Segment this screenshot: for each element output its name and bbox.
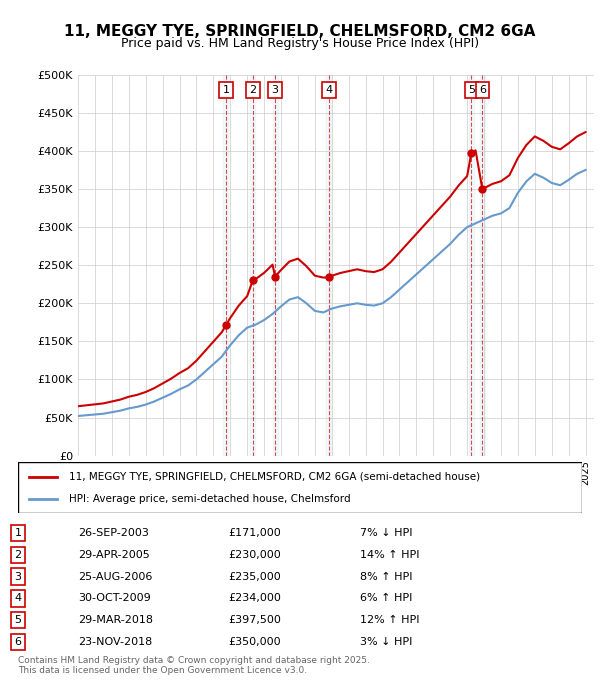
Bar bbox=[272, 75, 278, 456]
Text: Contains HM Land Registry data © Crown copyright and database right 2025.: Contains HM Land Registry data © Crown c… bbox=[18, 656, 370, 665]
Text: 4: 4 bbox=[325, 85, 332, 95]
Text: 3% ↓ HPI: 3% ↓ HPI bbox=[360, 637, 412, 647]
Text: 11, MEGGY TYE, SPRINGFIELD, CHELMSFORD, CM2 6GA (semi-detached house): 11, MEGGY TYE, SPRINGFIELD, CHELMSFORD, … bbox=[69, 472, 480, 481]
Text: 2: 2 bbox=[249, 85, 256, 95]
Text: 30-OCT-2009: 30-OCT-2009 bbox=[78, 594, 151, 603]
Text: £171,000: £171,000 bbox=[228, 528, 281, 538]
Text: 6: 6 bbox=[14, 637, 22, 647]
Text: HPI: Average price, semi-detached house, Chelmsford: HPI: Average price, semi-detached house,… bbox=[69, 494, 350, 504]
Text: 25-AUG-2006: 25-AUG-2006 bbox=[78, 572, 152, 581]
Text: 26-SEP-2003: 26-SEP-2003 bbox=[78, 528, 149, 538]
Text: 29-APR-2005: 29-APR-2005 bbox=[78, 550, 150, 560]
Text: £234,000: £234,000 bbox=[228, 594, 281, 603]
Text: 11, MEGGY TYE, SPRINGFIELD, CHELMSFORD, CM2 6GA: 11, MEGGY TYE, SPRINGFIELD, CHELMSFORD, … bbox=[64, 24, 536, 39]
Bar bbox=[250, 75, 256, 456]
Text: 5: 5 bbox=[468, 85, 475, 95]
Text: 2: 2 bbox=[14, 550, 22, 560]
Text: 14% ↑ HPI: 14% ↑ HPI bbox=[360, 550, 419, 560]
Text: 12% ↑ HPI: 12% ↑ HPI bbox=[360, 615, 419, 625]
Text: £235,000: £235,000 bbox=[228, 572, 281, 581]
Bar bbox=[326, 75, 331, 456]
Text: 3: 3 bbox=[272, 85, 278, 95]
Bar bbox=[223, 75, 229, 456]
Text: Price paid vs. HM Land Registry's House Price Index (HPI): Price paid vs. HM Land Registry's House … bbox=[121, 37, 479, 50]
Text: 4: 4 bbox=[14, 594, 22, 603]
Text: 23-NOV-2018: 23-NOV-2018 bbox=[78, 637, 152, 647]
Text: £397,500: £397,500 bbox=[228, 615, 281, 625]
Text: 6: 6 bbox=[479, 85, 486, 95]
Bar bbox=[469, 75, 474, 456]
Text: 3: 3 bbox=[14, 572, 22, 581]
Text: 8% ↑ HPI: 8% ↑ HPI bbox=[360, 572, 413, 581]
Text: 1: 1 bbox=[14, 528, 22, 538]
Bar bbox=[480, 75, 485, 456]
Text: £350,000: £350,000 bbox=[228, 637, 281, 647]
Text: 5: 5 bbox=[14, 615, 22, 625]
Text: £230,000: £230,000 bbox=[228, 550, 281, 560]
Text: This data is licensed under the Open Government Licence v3.0.: This data is licensed under the Open Gov… bbox=[18, 666, 307, 675]
Text: 6% ↑ HPI: 6% ↑ HPI bbox=[360, 594, 412, 603]
FancyBboxPatch shape bbox=[18, 462, 582, 513]
Text: 7% ↓ HPI: 7% ↓ HPI bbox=[360, 528, 413, 538]
Text: 29-MAR-2018: 29-MAR-2018 bbox=[78, 615, 153, 625]
Text: 1: 1 bbox=[223, 85, 229, 95]
